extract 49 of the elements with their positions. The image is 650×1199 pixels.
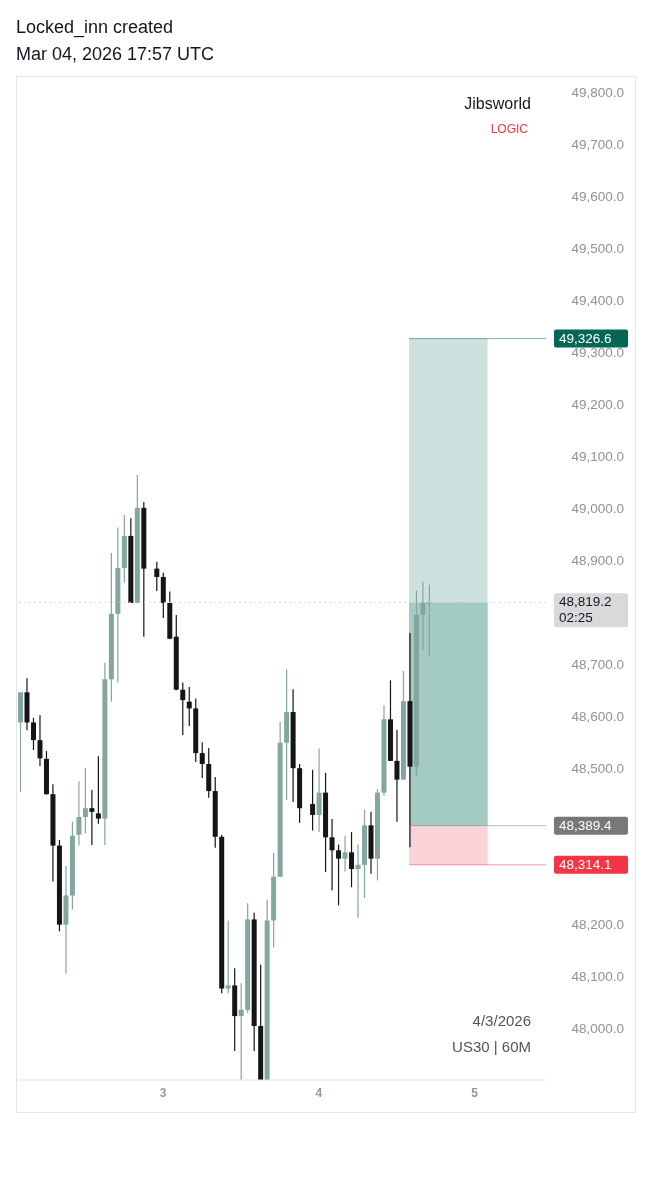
candlestick xyxy=(37,714,43,767)
candlestick xyxy=(30,717,36,751)
candlestick xyxy=(225,919,231,994)
y-tick-label: 49,500.0 xyxy=(571,241,624,257)
y-tick-label: 48,100.0 xyxy=(571,968,624,984)
ref-line-label: 48,389.4 xyxy=(559,817,613,833)
candlestick xyxy=(89,789,95,846)
y-tick-label: 48,600.0 xyxy=(571,709,624,725)
chart-title: Locked_inn created xyxy=(16,16,175,40)
candlestick xyxy=(316,747,322,833)
x-tick-label: 5 xyxy=(471,1085,479,1100)
candlestick xyxy=(420,581,426,651)
candlestick xyxy=(394,729,400,823)
ref-line-label: 48,314.1 xyxy=(559,856,612,872)
y-tick-label: 48,500.0 xyxy=(571,760,624,776)
candlestick xyxy=(349,831,355,888)
x-tick-label: 4 xyxy=(315,1085,323,1100)
y-tick-label: 49,200.0 xyxy=(571,397,624,413)
annotation: Jibsworld xyxy=(464,95,531,113)
candlestick xyxy=(199,741,205,779)
y-tick-label: 48,000.0 xyxy=(571,1020,624,1036)
annotation: LOGIC xyxy=(490,122,528,136)
annotation: 4/3/2026 xyxy=(472,1012,531,1029)
candlestick xyxy=(355,843,361,919)
annotation: US30 | 60M xyxy=(452,1038,531,1055)
candlestick xyxy=(154,561,160,592)
y-tick-label: 48,200.0 xyxy=(571,916,624,932)
y-tick-label: 48,900.0 xyxy=(571,553,624,569)
candlestick xyxy=(95,755,101,825)
y-tick-label: 49,100.0 xyxy=(571,449,624,465)
y-tick-label: 49,700.0 xyxy=(571,137,624,153)
y-tick-label: 48,700.0 xyxy=(571,657,624,673)
candlestick xyxy=(76,780,82,847)
chart-subtitle: Mar 04, 2026 17:57 UTC xyxy=(16,43,216,66)
y-tick-label: 49,000.0 xyxy=(571,501,624,517)
candlestick xyxy=(336,843,342,906)
y-tick-label: 49,800.0 xyxy=(571,85,624,101)
y-tick-label: 49,300.0 xyxy=(571,345,624,361)
ref-line-label: 49,326.6 xyxy=(559,330,612,346)
ref-line-label: 48,819.2 02:25 xyxy=(559,594,612,626)
y-tick-label: 49,600.0 xyxy=(571,189,624,205)
candlestick xyxy=(329,818,335,891)
candlestick xyxy=(310,769,316,832)
candlestick xyxy=(238,982,244,1080)
candlestick xyxy=(82,767,88,835)
candlestick xyxy=(342,835,348,873)
y-tick-label: 49,400.0 xyxy=(571,293,624,309)
x-tick-label: 3 xyxy=(159,1085,167,1100)
candlestick xyxy=(180,681,186,736)
